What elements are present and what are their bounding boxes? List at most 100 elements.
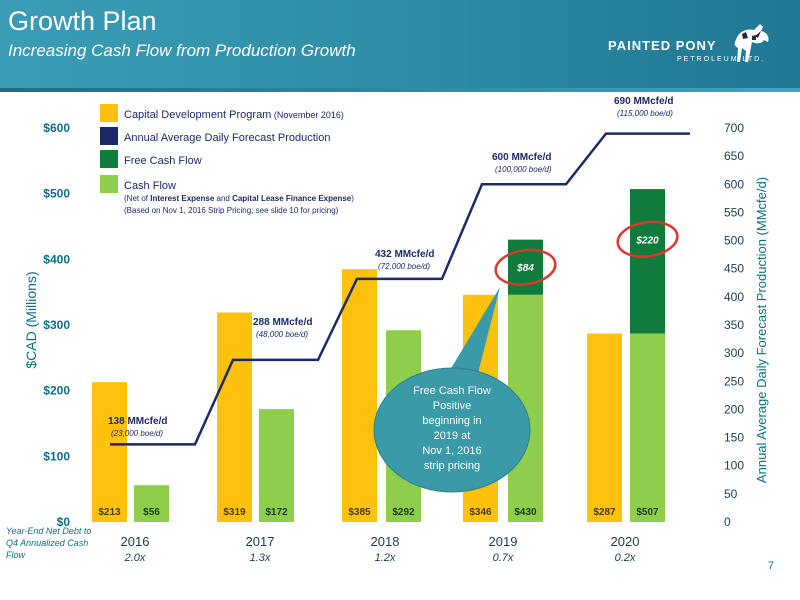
free-cash-flow-label: $84 bbox=[516, 263, 534, 274]
cash-flow-bar bbox=[134, 485, 169, 522]
capital-bar-label: $287 bbox=[593, 507, 616, 518]
callout-bubble bbox=[373, 367, 531, 493]
y-right-tick-label: 500 bbox=[724, 234, 744, 248]
callout-text: beginning in bbox=[422, 415, 481, 427]
legend-swatch bbox=[100, 175, 118, 193]
header-bar: Growth Plan Increasing Cash Flow from Pr… bbox=[0, 0, 800, 92]
callout-text: Free Cash Flow bbox=[413, 385, 491, 397]
y-right-tick-label: 250 bbox=[724, 374, 744, 388]
y-right-tick-label: 300 bbox=[724, 346, 744, 360]
logo-subtext: PETROLEUM LTD. bbox=[677, 56, 766, 63]
legend-swatch bbox=[100, 127, 118, 145]
legend-note-part: (Net of bbox=[124, 194, 150, 203]
net-debt-ratio: 1.3x bbox=[250, 552, 271, 564]
cash-flow-bar-label: $56 bbox=[143, 507, 160, 518]
production-label: 600 MMcfe/d bbox=[492, 152, 551, 163]
legend-label: Cash Flow bbox=[124, 180, 176, 192]
x-category-label: 2018 bbox=[371, 534, 400, 549]
legend-label: Capital Development Program (November 20… bbox=[124, 109, 344, 121]
callout-text: Positive bbox=[433, 400, 472, 412]
legend-label-text: Annual Average Daily Forecast Production bbox=[124, 132, 330, 144]
y-right-tick-label: 600 bbox=[724, 177, 744, 191]
production-sublabel: (115,000 boe/d) bbox=[617, 109, 673, 118]
y-left-tick-label: $0 bbox=[57, 515, 71, 529]
y-right-axis-title: Annual Average Daily Forecast Production… bbox=[754, 177, 769, 483]
capital-bar bbox=[217, 312, 252, 522]
x-category-label: 2019 bbox=[489, 534, 518, 549]
net-debt-ratio: 1.2x bbox=[375, 552, 396, 564]
highlight-circle bbox=[494, 248, 557, 286]
logo-name: PAINTED PONY bbox=[608, 38, 717, 53]
legend-note-part: Interest Expense bbox=[150, 194, 215, 203]
cash-flow-bar-label: $172 bbox=[265, 507, 288, 518]
capital-bar-label: $346 bbox=[469, 507, 492, 518]
y-right-tick-label: 200 bbox=[724, 402, 744, 416]
production-label: 432 MMcfe/d bbox=[375, 249, 434, 260]
production-label: 288 MMcfe/d bbox=[253, 317, 312, 328]
net-debt-ratio: 0.2x bbox=[615, 552, 636, 564]
page-number: 7 bbox=[767, 560, 774, 572]
cash-flow-bar-label: $292 bbox=[392, 507, 415, 518]
y-right-tick-label: 0 bbox=[724, 515, 731, 529]
capital-bar bbox=[587, 333, 622, 522]
free-cash-flow-label: $220 bbox=[635, 235, 659, 246]
production-sublabel: (48,000 boe/d) bbox=[256, 330, 308, 339]
callout-text: 2019 at bbox=[434, 430, 471, 442]
capital-bar bbox=[342, 269, 377, 522]
highlight-circle bbox=[616, 220, 679, 258]
net-debt-ratio: 0.7x bbox=[493, 552, 514, 564]
y-left-tick-label: $400 bbox=[43, 252, 70, 266]
y-right-tick-label: 100 bbox=[724, 459, 744, 473]
company-logo: PAINTED PONY PETROLEUM LTD. bbox=[608, 18, 788, 74]
legend-note: (Based on Nov 1, 2016 Strip Pricing; see… bbox=[124, 206, 339, 215]
cash-flow-bar bbox=[630, 333, 665, 522]
legend-label-suffix: (November 2016) bbox=[271, 110, 344, 120]
y-left-tick-label: $100 bbox=[43, 449, 70, 463]
capital-bar-label: $213 bbox=[98, 507, 121, 518]
growth-plan-chart: $0 $100 $200 $300 $400 $500 $600 0 50 100 150 200 25… bbox=[23, 96, 769, 564]
cash-flow-bar-label: $507 bbox=[636, 507, 659, 518]
capital-bar-label: $319 bbox=[223, 507, 246, 518]
legend-label-text: Capital Development Program bbox=[124, 109, 271, 121]
y-right-tick-label: 150 bbox=[724, 431, 744, 445]
y-right-tick-label: 350 bbox=[724, 318, 744, 332]
legend-label: Free Cash Flow bbox=[124, 155, 202, 167]
legend-note-part: Capital Lease Finance Expense bbox=[232, 194, 352, 203]
callout-text: strip pricing bbox=[424, 460, 480, 472]
legend-label-text: Cash Flow bbox=[124, 180, 176, 192]
y-right-tick-label: 650 bbox=[724, 149, 744, 163]
free-cash-flow-bar bbox=[630, 189, 665, 334]
y-left-tick-label: $300 bbox=[43, 318, 70, 332]
x-category-label: 2017 bbox=[246, 534, 275, 549]
x-category-label: 2016 bbox=[121, 534, 150, 549]
callout-text: Nov 1, 2016 bbox=[422, 445, 481, 457]
y-left-axis-title: $CAD (Millions) bbox=[23, 271, 39, 368]
legend-label-text: Free Cash Flow bbox=[124, 155, 202, 167]
legend-note-part: and bbox=[214, 194, 232, 203]
legend-label: Annual Average Daily Forecast Production bbox=[124, 132, 330, 144]
x-category-label: 2020 bbox=[611, 534, 640, 549]
y-right-tick-label: 700 bbox=[724, 121, 744, 135]
y-left-tick-label: $200 bbox=[43, 384, 70, 398]
cash-flow-bar-label: $430 bbox=[514, 507, 537, 518]
y-right-tick-label: 400 bbox=[724, 290, 744, 304]
y-right-tick-label: 550 bbox=[724, 205, 744, 219]
legend-swatch bbox=[100, 150, 118, 168]
y-right-tick-label: 450 bbox=[724, 262, 744, 276]
production-sublabel: (23,000 boe/d) bbox=[111, 429, 163, 438]
production-sublabel: (72,000 boe/d) bbox=[378, 262, 430, 271]
production-step-line bbox=[110, 132, 690, 446]
page-subtitle: Increasing Cash Flow from Production Gro… bbox=[8, 41, 356, 60]
page-title: Growth Plan bbox=[8, 6, 157, 36]
legend-swatch bbox=[100, 104, 118, 122]
y-left-tick-label: $600 bbox=[43, 121, 70, 135]
production-sublabel: (100,000 boe/d) bbox=[495, 165, 552, 174]
legend-note: (Net of Interest Expense and Capital Lea… bbox=[124, 194, 354, 203]
y-left-tick-label: $500 bbox=[43, 187, 70, 201]
legend-note-part: ) bbox=[351, 194, 354, 203]
y-right-tick-label: 50 bbox=[724, 487, 738, 501]
free-cash-flow-bar bbox=[508, 239, 543, 295]
production-label: 690 MMcfe/d bbox=[614, 96, 673, 107]
net-debt-ratio: 2.0x bbox=[124, 552, 146, 564]
horse-logo-icon bbox=[734, 24, 769, 62]
